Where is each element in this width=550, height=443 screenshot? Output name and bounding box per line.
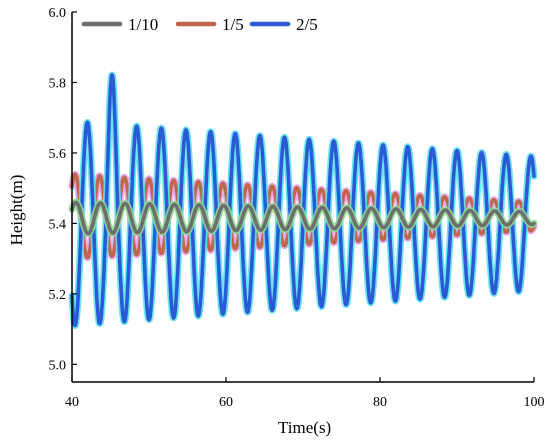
y-tick-label: 6.0 [49,6,67,21]
legend-label: 1/10 [128,15,158,34]
x-axis-title: Time(s) [278,418,331,437]
x-ticks: 40 60 80 100 [65,377,545,410]
y-tick-label: 5.8 [49,76,67,91]
series-1-10 [68,198,538,238]
legend-label: 2/5 [296,15,318,34]
legend-label: 1/5 [222,15,244,34]
y-tick-label: 5.6 [49,147,67,162]
legend: 1/10 1/5 2/5 [81,15,318,34]
y-tick-label: 5.2 [49,288,67,303]
x-tick-label: 100 [524,395,545,410]
x-tick-label: 40 [65,395,79,410]
y-tick-label: 5.0 [49,358,67,373]
y-ticks: 5.0 5.2 5.4 5.6 5.8 6.0 [49,6,77,373]
x-tick-label: 60 [219,395,233,410]
series-layer [68,71,538,329]
plot-area: 5.0 5.2 5.4 5.6 5.8 6.0 40 60 80 100 [49,6,545,410]
y-tick-label: 5.4 [49,217,67,232]
series-2-5 [68,71,538,329]
y-axis-title: Height(m) [7,175,26,246]
series-line [70,200,536,236]
x-tick-label: 80 [373,395,387,410]
